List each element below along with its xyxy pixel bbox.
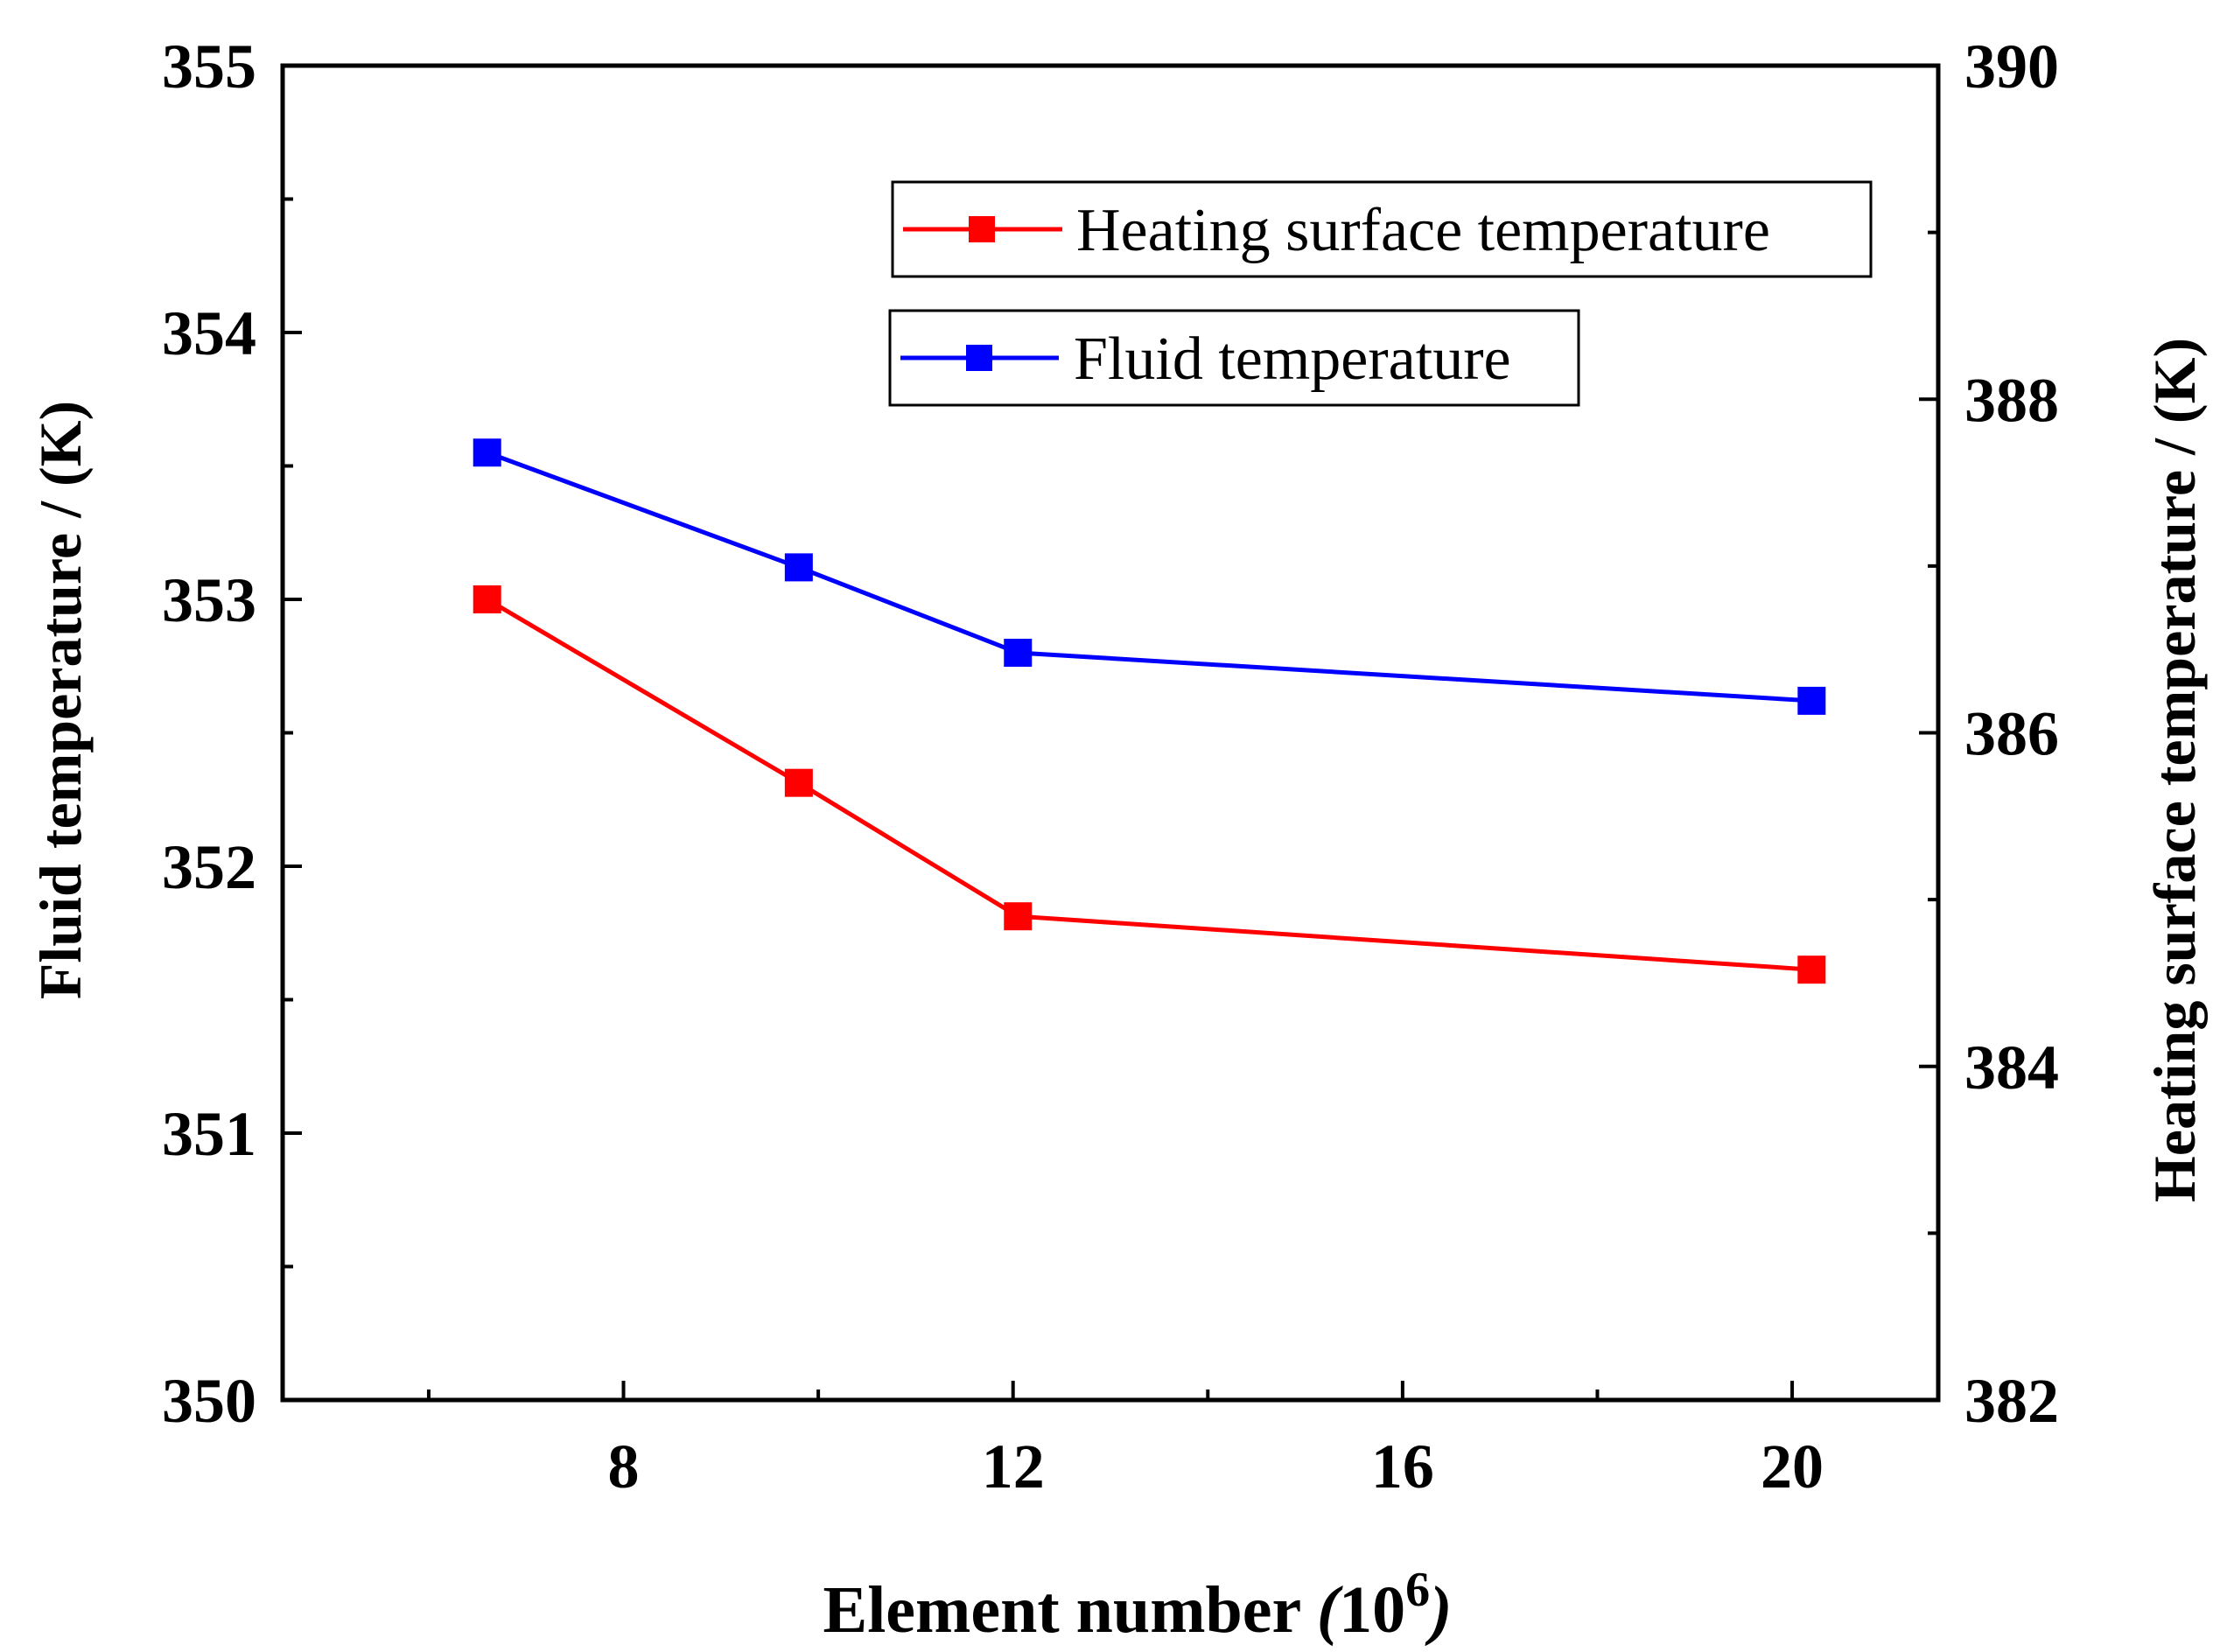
x-axis-title-exp: 6: [1405, 1563, 1430, 1617]
y-left-axis-title: Fluid temperature / (K): [27, 401, 94, 999]
y-right-axis-title: Heating surface temperature / (K): [2141, 338, 2208, 1202]
y-left-tick-label: 351: [162, 1099, 256, 1169]
x-axis-title-close: ): [1425, 1573, 1452, 1647]
x-axis-title-base: 10: [1339, 1573, 1405, 1647]
fluid-temperature-point: [1797, 686, 1826, 715]
fluid-temperature-point: [473, 438, 501, 467]
y-left-tick-label: 350: [162, 1366, 256, 1436]
legend-fluid-label: Fluid temperature: [1074, 326, 1511, 393]
heating-surface-temperature-line: [486, 597, 1812, 972]
fluid-temperature-line: [486, 450, 1812, 704]
heating-surface-temperature-point: [1004, 902, 1033, 931]
heating-surface-temperature-point: [1797, 956, 1826, 984]
y-left-tick-label: 354: [162, 298, 256, 368]
y-right-tick-label: 390: [1964, 32, 2059, 102]
fluid-temperature-point: [1004, 639, 1033, 667]
y-left-tick-label: 355: [162, 32, 256, 102]
x-tick-label: 20: [1761, 1432, 1824, 1502]
y-left-tick-label: 353: [162, 565, 256, 635]
legend-heating: Heating surface temperature: [891, 180, 1873, 278]
series-layer: [473, 438, 1826, 984]
tick-marks: [283, 64, 1938, 1402]
legend-heating-label: Heating surface temperature: [1076, 197, 1770, 264]
x-axis-title-main: Element number: [823, 1573, 1317, 1647]
y-left-tick-label: 352: [162, 832, 256, 902]
y-right-tick-label: 386: [1964, 699, 2059, 769]
x-tick-label: 12: [982, 1432, 1045, 1502]
x-axis-title: Element number (106): [823, 1563, 1453, 1647]
fluid-temperature-point: [784, 553, 813, 582]
tick-labels: 8 12 16 20 350 351 352 353 354 355 382 384 386 388 390: [162, 32, 2059, 1502]
x-tick-label: 8: [608, 1432, 640, 1502]
x-axis-title-open: (: [1317, 1573, 1343, 1647]
x-tick-label: 16: [1371, 1432, 1434, 1502]
y-right-tick-label: 382: [1964, 1366, 2059, 1436]
y-right-tick-label: 388: [1964, 365, 2059, 435]
heating-surface-temperature-point: [784, 768, 813, 797]
legend-fluid: Fluid temperature: [888, 309, 1580, 407]
heating-surface-temperature-point: [473, 585, 501, 613]
y-right-tick-label: 384: [1964, 1032, 2059, 1102]
